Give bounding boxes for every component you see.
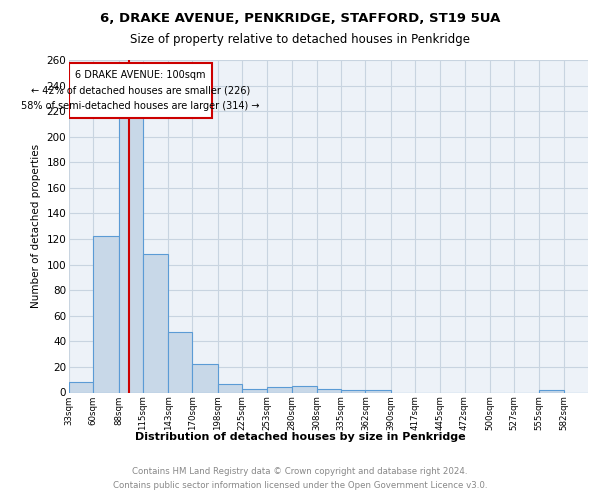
Bar <box>143 254 168 392</box>
Bar <box>365 390 391 392</box>
Bar <box>218 384 242 392</box>
Bar <box>292 386 317 392</box>
Bar <box>341 390 365 392</box>
Bar <box>267 388 292 392</box>
Y-axis label: Number of detached properties: Number of detached properties <box>31 144 41 308</box>
Bar <box>94 236 119 392</box>
Bar <box>242 388 267 392</box>
Text: ← 42% of detached houses are smaller (226): ← 42% of detached houses are smaller (22… <box>31 86 250 96</box>
Text: 6 DRAKE AVENUE: 100sqm: 6 DRAKE AVENUE: 100sqm <box>76 70 206 80</box>
Bar <box>69 382 94 392</box>
FancyBboxPatch shape <box>69 62 212 118</box>
Text: 6, DRAKE AVENUE, PENKRIDGE, STAFFORD, ST19 5UA: 6, DRAKE AVENUE, PENKRIDGE, STAFFORD, ST… <box>100 12 500 26</box>
Bar <box>317 388 341 392</box>
Bar <box>193 364 218 392</box>
Text: 58% of semi-detached houses are larger (314) →: 58% of semi-detached houses are larger (… <box>22 101 260 111</box>
Text: Contains public sector information licensed under the Open Government Licence v3: Contains public sector information licen… <box>113 481 487 490</box>
Bar <box>119 115 143 392</box>
Text: Contains HM Land Registry data © Crown copyright and database right 2024.: Contains HM Land Registry data © Crown c… <box>132 468 468 476</box>
Bar <box>539 390 563 392</box>
Bar <box>168 332 193 392</box>
Text: Distribution of detached houses by size in Penkridge: Distribution of detached houses by size … <box>134 432 466 442</box>
Text: Size of property relative to detached houses in Penkridge: Size of property relative to detached ho… <box>130 32 470 46</box>
